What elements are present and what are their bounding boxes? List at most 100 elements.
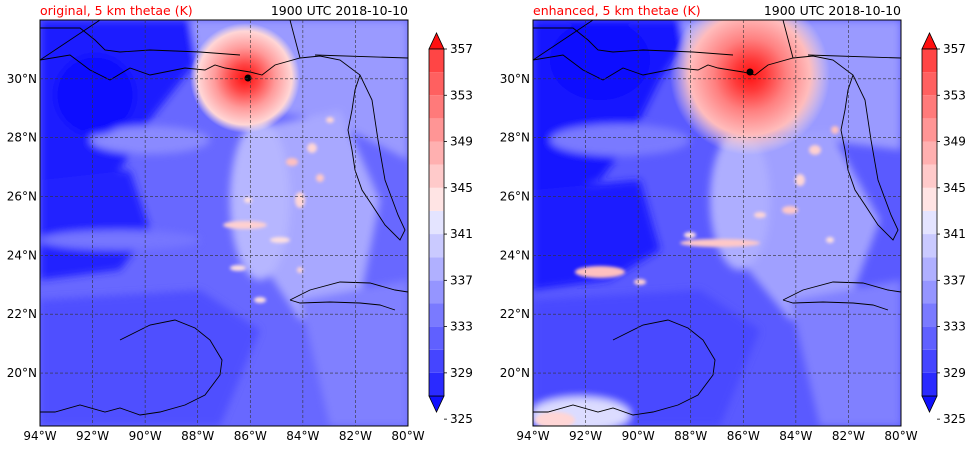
x-tick-label-original: 88°W bbox=[181, 429, 214, 443]
x-tick-label-enhanced: 84°W bbox=[779, 429, 812, 443]
storm-enhanced bbox=[670, 20, 830, 155]
colorbar-tick-label-original: 345 bbox=[450, 181, 473, 195]
colorbar-bin-original bbox=[429, 164, 444, 188]
y-tick-label-enhanced: 24°N bbox=[500, 248, 530, 262]
colorbar-bin-original bbox=[429, 72, 444, 96]
x-tick-label-enhanced: 80°W bbox=[884, 429, 917, 443]
colorbar-bin-original bbox=[429, 234, 444, 258]
colorbar-tick-label-original: 333 bbox=[450, 320, 473, 334]
x-tick-label-enhanced: 88°W bbox=[674, 429, 707, 443]
colorbar-bin-enhanced bbox=[922, 49, 937, 73]
colorbar-bin-enhanced bbox=[922, 141, 937, 165]
panel-time-original: 1900 UTC 2018-10-10 bbox=[271, 3, 408, 18]
storm-center-enhanced bbox=[746, 68, 754, 76]
colorbar-tick-label-enhanced: 357 bbox=[943, 42, 966, 56]
y-tick-label-enhanced: 30°N bbox=[500, 72, 530, 86]
colorbar-bin-original bbox=[429, 280, 444, 304]
colorbar-bin-original bbox=[429, 187, 444, 211]
colorbar-tick-label-enhanced: 353 bbox=[943, 88, 966, 102]
colorbar-tick-label-original: 353 bbox=[450, 88, 473, 102]
colorbar-bin-original bbox=[429, 49, 444, 73]
x-tick-label-enhanced: 94°W bbox=[516, 429, 549, 443]
x-tick-label-original: 80°W bbox=[391, 429, 424, 443]
x-tick-label-enhanced: 92°W bbox=[569, 429, 602, 443]
storm-center-original bbox=[244, 74, 252, 82]
convective-cells-original bbox=[223, 117, 334, 303]
convective-cells-enhanced bbox=[535, 126, 839, 426]
y-tick-label-enhanced: 26°N bbox=[500, 190, 530, 204]
colorbar-tick-label-original: 325 bbox=[450, 412, 473, 426]
colorbar-bin-enhanced bbox=[922, 118, 937, 142]
x-tick-label-original: 82°W bbox=[339, 429, 372, 443]
axes-frame-enhanced bbox=[532, 19, 902, 427]
x-tick-label-original: 90°W bbox=[129, 429, 162, 443]
colorbar-bin-enhanced bbox=[922, 187, 937, 211]
colorbar-original: 325 329 333 337 341 345 349 353 357 bbox=[428, 32, 473, 426]
colorbar-bin-original bbox=[429, 372, 444, 396]
colorbar-tick-label-original: 357 bbox=[450, 42, 473, 56]
y-axis-enhanced: 20°N 22°N 24°N 26°N 28°N 30°N bbox=[500, 72, 530, 380]
colorbar-bin-original bbox=[429, 210, 444, 235]
y-tick-label-original: 22°N bbox=[7, 307, 37, 321]
colorbar-bin-original bbox=[429, 303, 444, 327]
colorbar-bin-enhanced bbox=[922, 234, 937, 258]
colorbar-bin-enhanced bbox=[922, 72, 937, 96]
y-tick-label-enhanced: 28°N bbox=[500, 131, 530, 145]
colorbar-tick-label-original: 349 bbox=[450, 135, 473, 149]
colorbar-bin-enhanced bbox=[922, 303, 937, 327]
colorbar-bin-enhanced bbox=[922, 349, 937, 373]
colorbar-tick-label-original: 329 bbox=[450, 366, 473, 380]
colorbar-bin-enhanced bbox=[922, 164, 937, 188]
colorbar-tick-label-enhanced: 333 bbox=[943, 320, 966, 334]
colorbar-bin-enhanced bbox=[922, 210, 937, 235]
colorbar-extend-high-enhanced bbox=[921, 32, 938, 50]
colorbar-bin-enhanced bbox=[922, 257, 937, 281]
x-tick-label-original: 94°W bbox=[23, 429, 56, 443]
colorbar-extend-high-original bbox=[428, 32, 445, 50]
field-original bbox=[40, 20, 408, 426]
y-tick-label-original: 30°N bbox=[7, 72, 37, 86]
colorbar-tick-label-enhanced: 341 bbox=[943, 227, 966, 241]
x-tick-label-original: 86°W bbox=[234, 429, 267, 443]
panel-title-enhanced: enhanced, 5 km thetae (K) bbox=[533, 3, 701, 18]
colorbar-tick-label-enhanced: 329 bbox=[943, 366, 966, 380]
x-tick-label-original: 92°W bbox=[76, 429, 109, 443]
colorbar-frame-enhanced bbox=[921, 48, 938, 397]
y-tick-label-enhanced: 22°N bbox=[500, 307, 530, 321]
x-axis-original: 94°W 92°W 90°W 88°W 86°W 84°W 82°W 80°W bbox=[23, 429, 424, 443]
colorbar-bin-enhanced bbox=[922, 95, 937, 119]
x-tick-label-original: 84°W bbox=[286, 429, 319, 443]
panel-enhanced: 94°W 92°W 90°W 88°W 86°W 84°W 82°W 80°W 20°N 22°… bbox=[500, 3, 918, 443]
colorbar-tick-label-enhanced: 337 bbox=[943, 273, 966, 287]
colorbar-tick-label-enhanced: 345 bbox=[943, 181, 966, 195]
panel-title-original: original, 5 km thetae (K) bbox=[40, 3, 193, 18]
colorbar-extend-low-enhanced bbox=[921, 395, 938, 413]
colorbar-frame-original bbox=[428, 48, 445, 397]
colorbar-bin-original bbox=[429, 349, 444, 373]
panel-original: 94°W 92°W 90°W 88°W 86°W 84°W 82°W 80°W 20°N 22°… bbox=[7, 3, 425, 443]
gridlines-original bbox=[40, 20, 408, 426]
colorbar-bin-original bbox=[429, 118, 444, 142]
colorbar-bin-original bbox=[429, 95, 444, 119]
colorbar-bin-original bbox=[429, 326, 444, 350]
colorbar-tick-label-original: 337 bbox=[450, 273, 473, 287]
colorbar-tick-label-enhanced: 325 bbox=[943, 412, 966, 426]
colorbar-bin-original bbox=[429, 257, 444, 281]
panel-time-enhanced: 1900 UTC 2018-10-10 bbox=[764, 3, 901, 18]
colorbar-enhanced: 325 329 333 337 341 345 349 353 357 bbox=[921, 32, 966, 426]
gridlines-enhanced bbox=[533, 20, 901, 426]
coastlines-original bbox=[40, 20, 408, 416]
colorbar-extend-low-original bbox=[428, 395, 445, 413]
colorbar-tick-label-original: 341 bbox=[450, 227, 473, 241]
colorbar-bin-enhanced bbox=[922, 280, 937, 304]
x-tick-label-enhanced: 90°W bbox=[622, 429, 655, 443]
x-tick-label-enhanced: 82°W bbox=[832, 429, 865, 443]
y-tick-label-original: 20°N bbox=[7, 366, 37, 380]
x-axis-enhanced: 94°W 92°W 90°W 88°W 86°W 84°W 82°W 80°W bbox=[516, 429, 917, 443]
coastlines-enhanced bbox=[533, 20, 901, 416]
y-axis-original: 20°N 22°N 24°N 26°N 28°N 30°N bbox=[7, 72, 37, 380]
y-tick-label-original: 26°N bbox=[7, 190, 37, 204]
colorbar-tick-label-enhanced: 349 bbox=[943, 135, 966, 149]
axes-frame-original bbox=[39, 19, 409, 427]
